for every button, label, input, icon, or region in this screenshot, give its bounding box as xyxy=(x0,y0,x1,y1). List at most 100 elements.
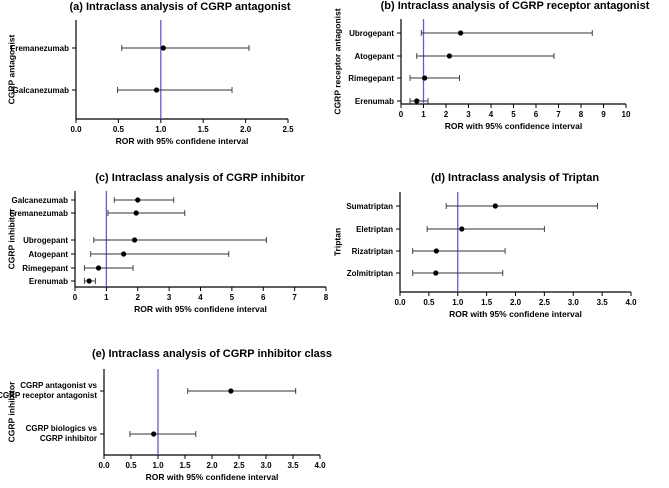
x-tick-label: 2.5 xyxy=(539,298,551,307)
panel-a: (a) Intraclass analysis of CGRP antagoni… xyxy=(6,1,294,146)
x-tick-label: 5 xyxy=(230,293,235,302)
x-tick-label: 3 xyxy=(466,110,471,119)
point-estimate xyxy=(459,226,465,232)
panel-b: (b) Intraclass analysis of CGRP receptor… xyxy=(332,0,649,131)
x-tick-label: 4 xyxy=(489,110,494,119)
x-tick-label: 10 xyxy=(622,110,631,119)
x-tick-label: 3.0 xyxy=(568,298,580,307)
row-label: Ubrogepant xyxy=(23,236,68,245)
x-axis-label: ROR with 95% confidene interval xyxy=(449,309,582,319)
row-label: Ubrogepant xyxy=(349,29,394,38)
point-estimate xyxy=(132,237,138,243)
point-estimate xyxy=(422,75,428,81)
x-tick-label: 9 xyxy=(601,110,606,119)
point-estimate xyxy=(95,265,102,271)
row-label: Rimegepant xyxy=(348,74,394,83)
point-estimate xyxy=(151,431,157,437)
point-estimate xyxy=(133,210,139,216)
row-label: Fremanezumab xyxy=(9,209,68,218)
x-tick-label: 1.0 xyxy=(452,298,464,307)
point-estimate xyxy=(446,53,452,59)
x-tick-label: 0.0 xyxy=(70,125,82,134)
x-axis-label: ROR with 95% confidence interval xyxy=(445,121,582,131)
row-label: Atogepant xyxy=(354,52,394,61)
y-axis-label: Triptan xyxy=(332,228,342,256)
x-tick-label: 0.0 xyxy=(98,461,110,470)
x-tick-label: 2.5 xyxy=(233,461,245,470)
x-tick-label: 2 xyxy=(444,110,449,119)
row-label: Rimegepant xyxy=(22,264,68,273)
panel-e: (e) Intraclass analysis of CGRP inhibito… xyxy=(0,348,332,482)
x-tick-label: 4.0 xyxy=(625,298,637,307)
point-estimate xyxy=(414,98,420,104)
x-axis-label: ROR with 95% confidene interval xyxy=(146,472,279,482)
x-tick-label: 7 xyxy=(556,110,561,119)
x-tick-label: 2.0 xyxy=(206,461,218,470)
y-axis-label: CGRP antagonist xyxy=(6,34,16,104)
point-estimate xyxy=(492,203,498,209)
x-tick-label: 1 xyxy=(104,293,109,302)
row-label: CGRP biologics vs CGRP inhibitor xyxy=(26,424,98,443)
y-axis-label: CGRP receptor antagonist xyxy=(332,8,342,114)
panel-c-title: (c) Intraclass analysis of CGRP inhibito… xyxy=(95,172,305,184)
x-tick-label: 0.5 xyxy=(423,298,435,307)
point-estimate xyxy=(153,87,160,93)
panel-d: (d) Intraclass analysis of Triptan 0.0 0.5… xyxy=(332,172,637,319)
x-tick-label: 2 xyxy=(136,293,141,302)
x-tick-label: 1.5 xyxy=(179,461,191,470)
x-tick-label: 5 xyxy=(511,110,516,119)
x-tick-label: 1 xyxy=(421,110,426,119)
row-label: Fremanezumab xyxy=(10,44,69,53)
point-estimate xyxy=(228,388,234,394)
x-tick-label: 2.0 xyxy=(510,298,522,307)
panel-b-title: (b) Intraclass analysis of CGRP receptor… xyxy=(381,0,650,12)
panel-a-title: (a) Intraclass analysis of CGRP antagoni… xyxy=(69,1,290,13)
y-axis-label: CGRP inhibitor xyxy=(6,208,16,269)
x-tick-label: 3.5 xyxy=(597,298,609,307)
row-label: Erenumab xyxy=(355,97,394,106)
point-estimate xyxy=(121,251,127,257)
x-tick-label: 6 xyxy=(261,293,266,302)
row-label: Galcanezumab xyxy=(12,196,69,205)
x-tick-label: 2.5 xyxy=(282,125,294,134)
row-label: Sumatriptan xyxy=(346,202,393,211)
point-estimate xyxy=(135,197,141,203)
x-tick-label: 0 xyxy=(73,293,78,302)
panel-d-title: (d) Intraclass analysis of Triptan xyxy=(431,172,599,184)
row-label: Rizatriptan xyxy=(352,247,393,256)
x-axis-label: ROR with 95% confidene interval xyxy=(134,304,267,314)
row-label: Zolmitriptan xyxy=(347,269,393,278)
x-tick-label: 1.0 xyxy=(155,125,167,134)
x-tick-label: 0.0 xyxy=(394,298,406,307)
x-tick-label: 8 xyxy=(579,110,584,119)
x-tick-label: 0.5 xyxy=(113,125,125,134)
point-estimate xyxy=(86,278,92,284)
x-tick-label: 1.5 xyxy=(198,125,210,134)
x-axis-label: ROR with 95% confidene interval xyxy=(116,136,249,146)
x-tick-label: 3.0 xyxy=(260,461,272,470)
x-tick-label: 6 xyxy=(534,110,539,119)
panel-c: (c) Intraclass analysis of CGRP inhibito… xyxy=(6,172,328,314)
x-tick-label: 3 xyxy=(167,293,172,302)
point-estimate xyxy=(433,248,439,254)
x-tick-label: 3.5 xyxy=(287,461,299,470)
row-label: Eletriptan xyxy=(356,225,393,234)
x-tick-label: 8 xyxy=(324,293,329,302)
x-tick-label: 0.5 xyxy=(125,461,137,470)
row-label: CGRP antagonist vs CGRP receptor antagoni… xyxy=(0,381,98,400)
point-estimate xyxy=(458,30,464,36)
x-tick-label: 0 xyxy=(399,110,404,119)
x-tick-label: 1.5 xyxy=(481,298,493,307)
point-estimate xyxy=(160,45,166,51)
x-tick-label: 4.0 xyxy=(314,461,326,470)
x-tick-label: 1.0 xyxy=(152,461,164,470)
row-label: Galcanezumab xyxy=(13,86,70,95)
panel-e-title: (e) Intraclass analysis of CGRP inhibito… xyxy=(92,348,332,360)
row-label: Atogepant xyxy=(28,250,68,259)
x-tick-label: 4 xyxy=(198,293,203,302)
point-estimate xyxy=(433,270,439,276)
x-tick-label: 7 xyxy=(292,293,297,302)
x-tick-label: 2.0 xyxy=(240,125,252,134)
row-label: Erenumab xyxy=(29,277,68,286)
